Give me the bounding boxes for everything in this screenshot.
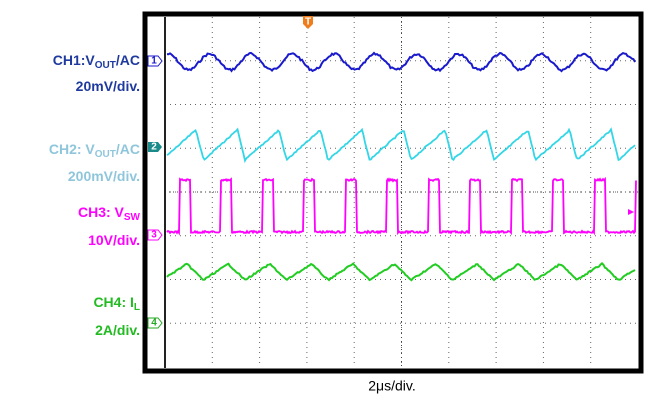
ch1-label: CH1:VOUT/AC xyxy=(53,52,140,71)
ch1-label-sub: OUT xyxy=(94,60,116,71)
ch1-marker-text: 1 xyxy=(151,56,157,67)
ch2-label-sub: OUT xyxy=(94,149,116,160)
ch2-marker: 2 xyxy=(148,142,162,153)
grid xyxy=(165,17,638,367)
ch1-marker-box xyxy=(147,55,163,67)
ch2-marker-box xyxy=(148,142,162,152)
ch2-label: CH2: VOUT/AC xyxy=(49,141,140,160)
ch3-level-marker xyxy=(628,209,634,215)
ch3-marker-box xyxy=(147,229,163,241)
ch1-label-b: /AC xyxy=(115,52,140,68)
ch4-scale: 2A/div. xyxy=(95,322,140,338)
ch2-wave xyxy=(166,127,636,164)
ch4-marker-text: 4 xyxy=(151,318,157,329)
ch1-label-a: CH1:V xyxy=(52,52,95,68)
ch4-label-a: CH4: I xyxy=(93,294,134,310)
trigger-marker xyxy=(303,16,313,29)
trigger-label: T xyxy=(305,17,311,28)
ch4-label-sub: L xyxy=(133,302,140,313)
ch3-label-a: CH3: V xyxy=(77,204,124,220)
waveforms xyxy=(166,51,637,282)
ch3-scale: 10V/div. xyxy=(88,232,140,248)
ch1-marker: 1 xyxy=(147,55,163,67)
ch2-label-a: CH2: V xyxy=(48,141,95,157)
ch3-label: CH3: VSW xyxy=(78,204,140,223)
timebase-label: 2μs/div. xyxy=(368,378,416,394)
ch3-marker: 3 xyxy=(147,229,163,241)
ch2-label-b: /AC xyxy=(115,141,140,157)
ch2-marker-text: 2 xyxy=(151,142,157,153)
ch1-scale: 20mV/div. xyxy=(75,78,140,94)
ch4-marker-box xyxy=(147,317,163,329)
ch3-marker-text: 3 xyxy=(151,230,157,241)
ch4-wave xyxy=(166,262,636,282)
ch4-marker: 4 xyxy=(147,317,163,329)
ch2-scale: 200mV/div. xyxy=(67,168,140,184)
ch1-wave xyxy=(166,51,636,73)
ch3-wave xyxy=(166,176,637,236)
ch4-label: CH4: IL xyxy=(93,294,140,313)
ch3-label-sub: SW xyxy=(123,212,140,223)
